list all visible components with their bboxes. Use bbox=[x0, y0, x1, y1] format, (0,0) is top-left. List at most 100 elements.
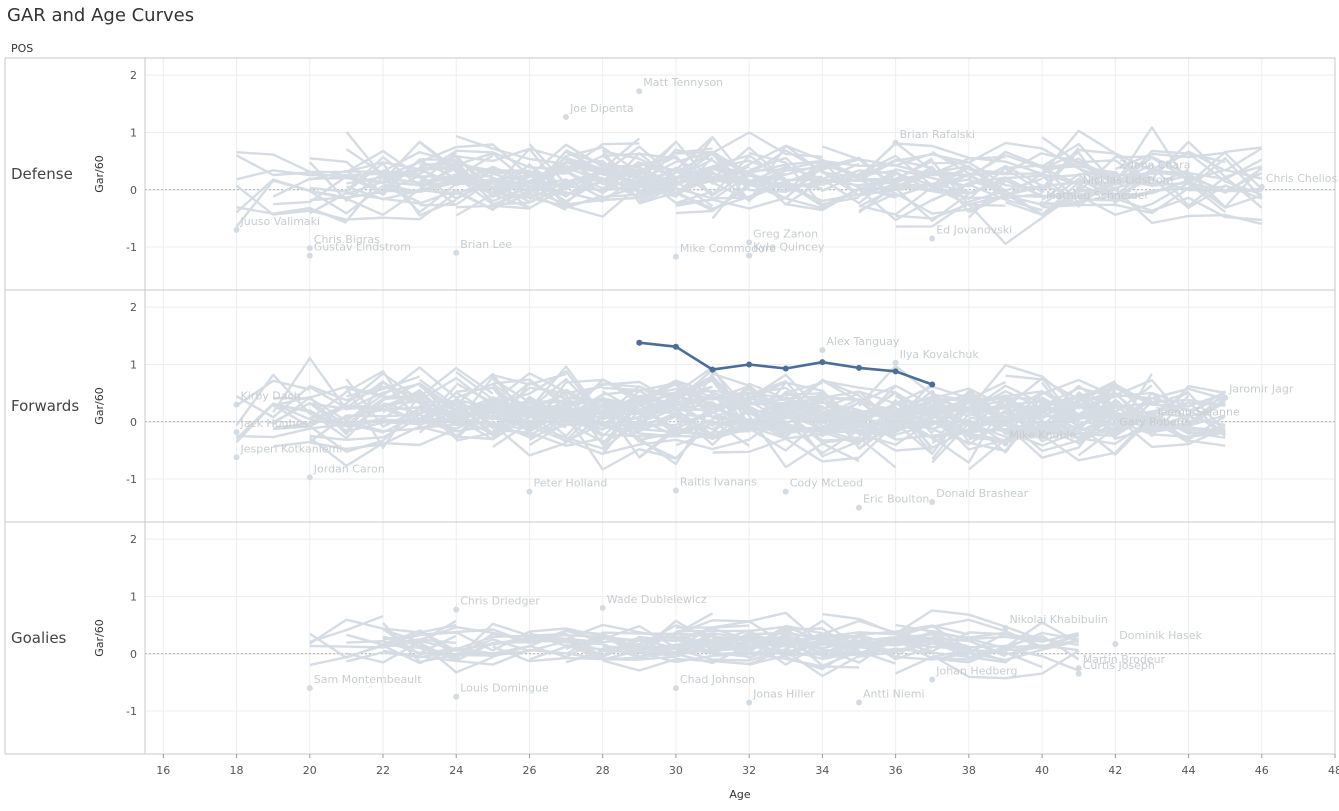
player-curve[interactable] bbox=[602, 611, 970, 646]
player-curve[interactable] bbox=[931, 379, 1226, 424]
player-curve[interactable] bbox=[712, 651, 860, 669]
highlight-series-point[interactable] bbox=[746, 361, 753, 368]
player-curve[interactable] bbox=[455, 365, 640, 417]
player-curve[interactable] bbox=[858, 174, 1117, 214]
player-point[interactable] bbox=[233, 401, 240, 408]
player-curve[interactable] bbox=[528, 159, 897, 201]
player-curve[interactable] bbox=[382, 627, 640, 652]
player-curve[interactable] bbox=[528, 414, 750, 471]
player-curve[interactable] bbox=[602, 648, 860, 672]
player-point[interactable] bbox=[1075, 665, 1082, 672]
player-point[interactable] bbox=[929, 498, 936, 505]
player-point[interactable] bbox=[526, 488, 533, 495]
player-point[interactable] bbox=[746, 239, 753, 246]
player-curve[interactable] bbox=[565, 634, 933, 658]
player-curve[interactable] bbox=[419, 178, 641, 218]
player-curve[interactable] bbox=[419, 160, 641, 195]
highlight-series-point[interactable] bbox=[636, 339, 643, 346]
player-curve[interactable] bbox=[529, 377, 750, 412]
player-point[interactable] bbox=[856, 699, 862, 706]
player-point[interactable] bbox=[306, 685, 313, 692]
player-point[interactable] bbox=[636, 88, 643, 95]
highlight-series-point[interactable] bbox=[856, 364, 862, 371]
player-curve[interactable] bbox=[1004, 393, 1153, 445]
player-curve[interactable] bbox=[235, 373, 421, 427]
player-curve[interactable] bbox=[565, 404, 860, 459]
player-point[interactable] bbox=[599, 604, 606, 611]
player-point[interactable] bbox=[782, 488, 789, 495]
highlight-series-point[interactable] bbox=[709, 366, 716, 373]
player-curve[interactable] bbox=[528, 155, 714, 198]
player-point[interactable] bbox=[1258, 183, 1265, 190]
player-point[interactable] bbox=[1075, 185, 1082, 192]
player-point[interactable] bbox=[453, 693, 460, 700]
player-curve[interactable] bbox=[968, 391, 1226, 439]
player-curve[interactable] bbox=[309, 614, 384, 643]
player-curve[interactable] bbox=[309, 618, 457, 645]
player-curve[interactable] bbox=[748, 635, 1043, 666]
player-curve[interactable] bbox=[309, 406, 457, 433]
player-curve[interactable] bbox=[566, 633, 896, 667]
player-curve[interactable] bbox=[235, 379, 311, 407]
player-curve[interactable] bbox=[346, 633, 457, 646]
player-curve[interactable] bbox=[748, 151, 860, 207]
player-curve[interactable] bbox=[272, 357, 604, 424]
player-point[interactable] bbox=[233, 454, 240, 461]
player-curve[interactable] bbox=[931, 397, 1226, 447]
player-curve[interactable] bbox=[419, 420, 494, 434]
player-point[interactable] bbox=[929, 676, 936, 683]
player-point[interactable] bbox=[1002, 624, 1009, 631]
player-curve[interactable] bbox=[785, 618, 1080, 649]
player-point[interactable] bbox=[1002, 440, 1009, 447]
highlight-series-point[interactable] bbox=[892, 368, 899, 375]
player-point[interactable] bbox=[672, 487, 679, 494]
player-point[interactable] bbox=[929, 235, 936, 242]
player-point[interactable] bbox=[563, 114, 570, 121]
player-curve[interactable] bbox=[309, 174, 530, 202]
highlight-series-point[interactable] bbox=[819, 359, 826, 366]
player-curve[interactable] bbox=[968, 412, 1153, 442]
player-point[interactable] bbox=[233, 429, 240, 436]
player-curve[interactable] bbox=[1004, 148, 1189, 194]
player-point[interactable] bbox=[233, 226, 240, 233]
player-curve[interactable] bbox=[968, 190, 1079, 214]
player-curve[interactable] bbox=[748, 415, 860, 469]
player-curve[interactable] bbox=[419, 634, 530, 651]
player-curve[interactable] bbox=[309, 174, 531, 223]
player-curve[interactable] bbox=[1114, 151, 1263, 191]
player-curve[interactable] bbox=[895, 648, 1043, 675]
player-curve[interactable] bbox=[345, 131, 677, 178]
player-point[interactable] bbox=[1075, 670, 1082, 677]
player-curve[interactable] bbox=[346, 385, 604, 441]
player-curve[interactable] bbox=[273, 405, 567, 457]
player-point[interactable] bbox=[746, 252, 753, 259]
player-curve[interactable] bbox=[418, 141, 751, 197]
player-curve[interactable] bbox=[236, 149, 494, 179]
player-curve[interactable] bbox=[419, 396, 640, 427]
highlight-series-point[interactable] bbox=[672, 343, 679, 350]
player-point[interactable] bbox=[856, 504, 862, 511]
player-curve[interactable] bbox=[602, 151, 933, 194]
player-curve[interactable] bbox=[931, 402, 1116, 454]
player-curve[interactable] bbox=[931, 140, 1263, 185]
player-curve[interactable] bbox=[1078, 157, 1263, 202]
player-curve[interactable] bbox=[309, 370, 457, 438]
player-curve[interactable] bbox=[931, 649, 1080, 680]
player-curve[interactable] bbox=[858, 402, 1080, 440]
player-curve[interactable] bbox=[236, 169, 384, 181]
player-point[interactable] bbox=[306, 252, 313, 259]
highlight-series-point[interactable] bbox=[782, 365, 789, 372]
player-curve[interactable] bbox=[1078, 159, 1189, 188]
player-curve[interactable] bbox=[895, 401, 1226, 440]
player-curve[interactable] bbox=[455, 160, 677, 200]
player-curve[interactable] bbox=[675, 150, 1006, 177]
player-curve[interactable] bbox=[565, 135, 786, 184]
player-point[interactable] bbox=[1112, 427, 1119, 434]
player-curve[interactable] bbox=[968, 403, 1043, 417]
highlight-series-point[interactable] bbox=[929, 381, 936, 388]
player-curve[interactable] bbox=[309, 427, 457, 467]
player-curve[interactable] bbox=[858, 165, 970, 213]
player-curve[interactable] bbox=[492, 378, 567, 420]
player-curve[interactable] bbox=[822, 396, 1153, 436]
